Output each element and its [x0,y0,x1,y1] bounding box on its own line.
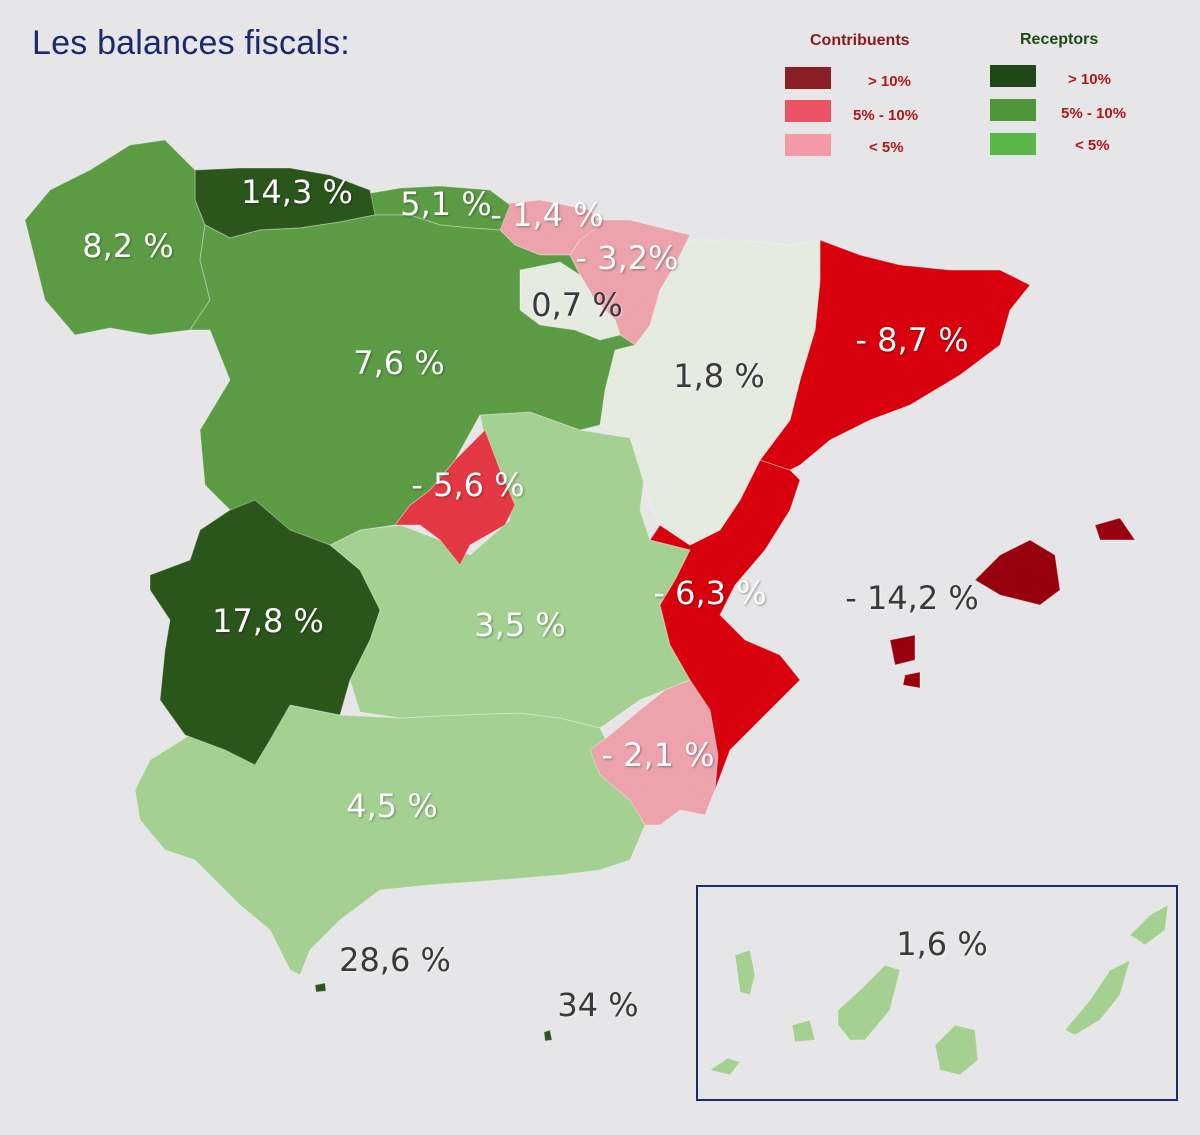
legend-swatch-recept-high [990,65,1036,87]
legend-label-recept-mid: 5% - 10% [1061,105,1127,122]
region-canaries [708,904,1169,1076]
value-la-rioja: 0,7 % [531,286,623,324]
region-galicia [24,139,211,336]
value-pais-basc: - 1,4 % [490,196,604,234]
region-melilla [543,1029,553,1042]
value-comunitat-valenciana: - 6,3 % [653,574,767,612]
value-arago: 1,8 % [673,357,765,395]
value-navarra: - 3,2% [575,239,679,277]
value-andalusia: 4,5 % [346,787,438,825]
value-catalunya: - 8,7 % [855,321,969,359]
legend-swatch-contrib-low [785,134,831,156]
legend-label-recept-low: < 5% [1075,137,1110,154]
value-castella-la-manxa: 3,5 % [474,606,566,644]
region-extremadura [149,499,381,766]
legend-label-contrib-low: < 5% [869,139,904,156]
canary-islands-inset-frame [696,885,1178,1101]
legend-swatch-recept-low [990,133,1036,155]
legend-label-contrib-mid: 5% - 10% [853,107,919,124]
region-ceuta [314,982,327,993]
legend-swatch-contrib-mid [785,100,831,122]
value-canaries: 1,6 % [896,925,988,963]
region-castella-la-manxa [329,411,691,729]
region-castella-lleo [189,214,637,546]
value-melilla: 34 % [557,986,639,1024]
legend-swatch-recept-mid [990,99,1036,121]
map-title: Les balances fiscals: [32,24,350,62]
region-comunitat-valenciana [649,459,801,791]
value-ceuta: 28,6 % [339,941,451,979]
value-castella-lleo: 7,6 % [353,344,445,382]
value-galicia: 8,2 % [82,227,174,265]
legend-label-contrib-high: > 10% [868,73,911,90]
value-cantabria: 5,1 % [400,185,492,223]
value-illes-balears: - 14,2 % [845,579,979,617]
legend-receptors-heading: Receptors [1020,31,1099,48]
legend-contributors-heading: Contribuents [810,32,910,49]
region-andalusia [134,699,646,976]
region-illes-balears [889,517,1136,689]
value-asturias: 14,3 % [241,173,353,211]
legend-swatch-contrib-high [785,67,831,89]
value-murcia: - 2,1 % [601,736,715,774]
value-madrid: - 5,6 % [411,466,525,504]
value-extremadura: 17,8 % [212,602,324,640]
legend-label-recept-high: > 10% [1068,71,1111,88]
